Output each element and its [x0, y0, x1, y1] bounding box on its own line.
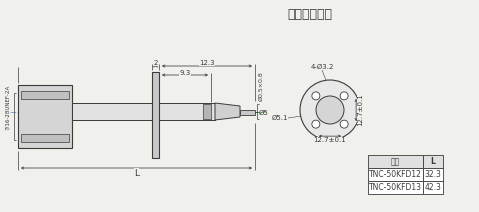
Bar [240, 110, 255, 115]
Circle shape [340, 120, 348, 128]
Text: 安装开孔尺寸: 安装开孔尺寸 [287, 8, 332, 21]
Polygon shape [215, 103, 240, 120]
Circle shape [316, 96, 344, 124]
Text: 9.3: 9.3 [179, 70, 191, 76]
Text: L: L [431, 157, 435, 166]
Text: TNC-50KFD13: TNC-50KFD13 [369, 183, 422, 192]
Text: 12.7±0.1: 12.7±0.1 [314, 137, 346, 143]
Bar [72, 103, 215, 120]
Circle shape [312, 92, 320, 100]
Bar [368, 155, 423, 168]
Text: 12.7±0.1: 12.7±0.1 [357, 94, 363, 126]
Text: 12.3: 12.3 [199, 60, 215, 66]
Bar [423, 181, 443, 194]
Bar [423, 168, 443, 181]
Text: 2: 2 [153, 60, 158, 66]
Circle shape [340, 92, 348, 100]
Text: 42.3: 42.3 [424, 183, 442, 192]
Text: L: L [134, 169, 139, 177]
Text: Ø0.5×0.8: Ø0.5×0.8 [259, 71, 264, 101]
Bar [203, 104, 211, 119]
Bar [21, 134, 69, 142]
Bar [152, 72, 159, 158]
Bar [21, 91, 69, 99]
Circle shape [300, 80, 360, 140]
Text: 32.3: 32.3 [424, 170, 442, 179]
Text: Ø5: Ø5 [259, 110, 269, 116]
Text: TNC-50KFD12: TNC-50KFD12 [369, 170, 422, 179]
Text: 7/16-28UNEF-2A: 7/16-28UNEF-2A [5, 84, 11, 130]
Bar [423, 155, 443, 168]
Text: 4-Ø3.2: 4-Ø3.2 [310, 64, 334, 70]
Bar [368, 181, 423, 194]
Bar [368, 168, 423, 181]
Text: Ø5.1: Ø5.1 [272, 115, 288, 121]
Bar [18, 85, 72, 148]
Circle shape [312, 120, 320, 128]
Text: 类型: 类型 [391, 157, 400, 166]
